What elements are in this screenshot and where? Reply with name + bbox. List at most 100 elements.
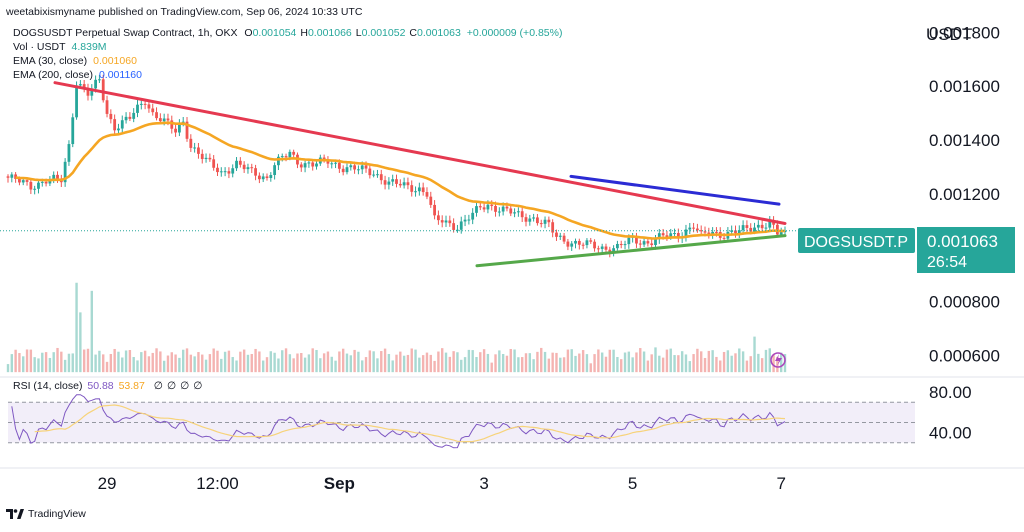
candle-body — [425, 192, 429, 197]
indicator-row[interactable]: EMA (30, close) 0.001060 — [13, 54, 142, 68]
indicator-row[interactable]: EMA (200, close) 0.001160 — [13, 68, 142, 82]
volume-bar — [281, 350, 284, 373]
volume-bar — [136, 360, 139, 373]
candle-body — [284, 156, 288, 158]
candle-body — [143, 103, 147, 105]
candle-body — [421, 187, 425, 193]
volume-bar — [757, 353, 760, 373]
volume-bar — [540, 347, 543, 373]
volume-bar — [612, 349, 615, 373]
volume-bar — [677, 355, 680, 373]
volume-bar — [456, 352, 459, 373]
volume-bar — [98, 350, 101, 373]
candle-body — [235, 160, 238, 169]
volume-bar — [654, 347, 657, 373]
volume-bar — [368, 350, 372, 373]
price-axis-ticks: 0.001800 0.001600 0.001400 0.001200 0.000800… — [929, 23, 1000, 365]
volume-bar — [48, 357, 52, 373]
volume-bar — [338, 351, 341, 373]
indicator-label: Vol · USDT — [13, 41, 66, 53]
current-price-label: 0.001063 — [927, 232, 998, 251]
candle-body — [589, 240, 593, 242]
candle-body — [364, 165, 368, 169]
volume-bar — [391, 360, 394, 373]
volume-bar — [505, 355, 509, 373]
candle-body — [635, 236, 638, 244]
candle-body — [574, 240, 577, 244]
volume-bar — [482, 349, 486, 373]
candle-body — [307, 162, 311, 164]
bar-countdown: 26:54 — [927, 254, 967, 271]
candle-body — [562, 235, 566, 242]
price-tick-label: 0.001800 — [929, 23, 1000, 42]
volume-bar — [696, 348, 699, 373]
candle-body — [265, 176, 269, 179]
candle-body — [376, 174, 379, 176]
volume-bar — [239, 351, 242, 373]
candle-body — [250, 167, 254, 169]
volume-bar — [349, 355, 352, 373]
candle-body — [745, 225, 749, 228]
flash-icon[interactable] — [770, 352, 786, 368]
volume-bar — [524, 353, 528, 373]
resistance-trendline[interactable] — [53, 81, 787, 226]
volume-bar — [94, 354, 97, 373]
volume-bar — [700, 351, 703, 373]
candle-body — [337, 162, 341, 169]
volume-bar — [680, 351, 684, 373]
candle-body — [501, 206, 505, 212]
volume-bar — [345, 353, 349, 373]
volume-bar — [425, 352, 429, 373]
price-change: +0.000009 (+0.85%) — [466, 27, 563, 39]
volume-bar — [532, 359, 535, 373]
channel-trendline[interactable] — [569, 174, 781, 206]
candle-body — [113, 119, 117, 131]
volume-bar — [6, 364, 10, 373]
candle-body — [391, 179, 395, 182]
volume-bar — [551, 352, 554, 373]
candle-body — [695, 228, 699, 231]
candle-body — [417, 187, 421, 192]
candle-body — [402, 182, 406, 186]
volume-bar — [467, 349, 471, 373]
candle-body — [749, 227, 753, 232]
footer-brand[interactable]: TradingView — [6, 508, 86, 520]
volume-bar — [719, 360, 722, 373]
candle-body — [395, 179, 398, 184]
volume-bar — [79, 312, 82, 373]
volume-bar — [402, 355, 406, 373]
symbol-tag-bg — [798, 228, 915, 253]
candle-body — [299, 164, 303, 168]
volume-bar — [593, 354, 596, 373]
candle-body — [368, 168, 372, 176]
candle-body — [158, 118, 162, 122]
candle-body — [315, 163, 318, 167]
rsi-label[interactable]: RSI (14, close) — [13, 380, 83, 392]
time-axis-label: 12:00 — [196, 474, 239, 493]
indicator-value: 4.839M — [71, 41, 107, 53]
support-trendline[interactable] — [475, 234, 787, 268]
volume-bar — [688, 361, 691, 373]
volume-bar — [406, 354, 410, 373]
indicator-row[interactable]: Vol · USDT 4.839M — [13, 40, 142, 54]
price-tick-label: 0.001200 — [929, 185, 1000, 204]
candle-body — [14, 174, 18, 179]
time-axis-label: 3 — [479, 474, 488, 493]
volume-bar — [124, 350, 128, 373]
volume-bar — [296, 353, 299, 373]
candle-body — [124, 116, 128, 121]
volume-bar — [600, 352, 604, 373]
candle-body — [410, 185, 414, 192]
volume-bar — [650, 354, 653, 373]
symbol-title[interactable]: DOGSUSDT Perpetual Swap Contract, 1h, OK… — [13, 27, 238, 39]
candle-body — [440, 220, 444, 223]
volume-bar — [44, 352, 48, 373]
volume-bar — [604, 356, 608, 373]
candle-body — [155, 112, 158, 119]
volume-bars — [6, 282, 787, 373]
volume-bar — [10, 354, 14, 373]
volume-bar — [642, 351, 646, 373]
candle-body — [197, 147, 200, 154]
